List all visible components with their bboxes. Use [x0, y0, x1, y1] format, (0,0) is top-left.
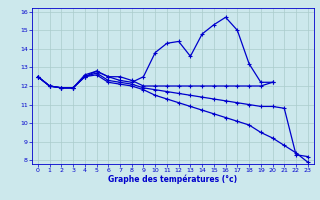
X-axis label: Graphe des températures (°c): Graphe des températures (°c)	[108, 175, 237, 184]
